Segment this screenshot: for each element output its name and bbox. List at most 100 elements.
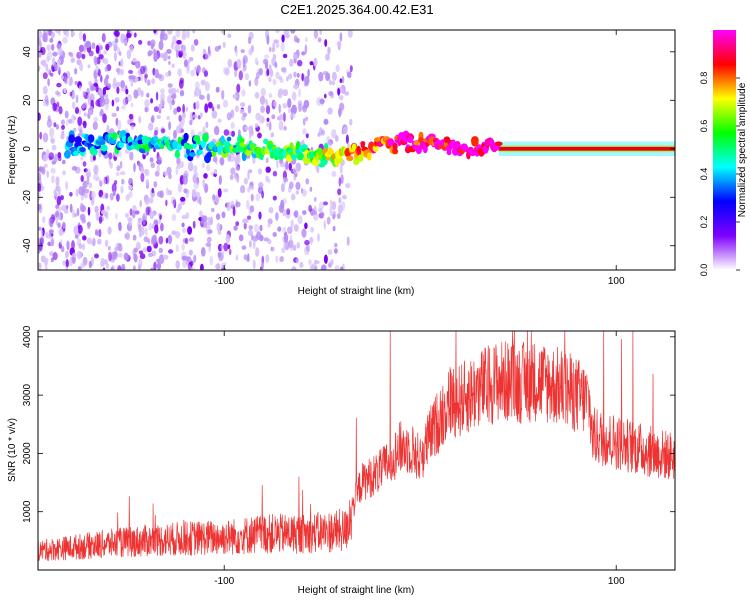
noise-speck [139,253,146,260]
noise-speck [342,194,347,200]
noise-speck [181,214,187,220]
noise-speck [104,239,109,247]
noise-speck [347,30,353,38]
noise-speck [145,178,149,187]
noise-speck [148,252,153,258]
noise-speck [81,53,86,60]
noise-speck [201,79,206,85]
noise-speck [193,102,197,110]
noise-speck [219,157,225,166]
noise-speck [199,112,203,118]
noise-speck [144,99,150,108]
noise-speck [275,30,280,34]
noise-speck [340,174,344,185]
noise-speck [54,153,58,163]
noise-speck [65,181,68,191]
noise-speck [151,238,157,245]
noise-speck [290,219,294,228]
noise-speck [90,85,97,91]
noise-speck [87,206,91,216]
ridge-blob [326,149,335,156]
noise-speck [211,106,215,112]
noise-speck [177,183,183,193]
noise-speck [343,126,348,135]
noise-speck [124,39,128,45]
noise-speck [76,208,80,217]
noise-speck [168,61,171,65]
noise-speck [105,263,110,269]
noise-speck [233,225,238,231]
noise-speck [47,78,50,87]
noise-speck [336,213,341,219]
noise-speck [313,30,318,39]
noise-speck [314,265,318,270]
noise-speck [69,203,73,213]
noise-speck [127,94,132,102]
noise-speck [289,234,293,244]
noise-speck [332,213,336,220]
noise-speck [147,40,152,46]
noise-speck [73,127,77,132]
noise-speck [308,259,312,266]
noise-speck [38,30,43,39]
noise-speck [42,154,48,162]
noise-speck [170,196,176,206]
noise-speck [226,201,232,212]
y-tick-label: -20 [22,190,33,205]
noise-speck [196,196,200,204]
noise-speck [296,72,300,78]
noise-speck [235,201,241,208]
noise-speck [113,43,119,51]
noise-speck [266,35,270,45]
noise-speck [116,106,120,112]
noise-speck [182,51,187,59]
noise-speck [125,213,129,218]
colorbar-tick-label: 0.0 [699,264,709,277]
noise-speck [179,77,185,84]
spectrogram-ridge [64,130,675,168]
noise-speck [121,105,126,110]
noise-speck [345,134,349,144]
noise-speck [56,82,62,88]
noise-speck [107,245,111,251]
noise-speck [43,163,48,168]
noise-speck [120,58,124,68]
noise-speck [313,57,318,67]
ridge-blob [372,145,379,152]
snr-y-axis-label: SNR (10 * v/v) [7,418,18,482]
noise-speck [325,53,330,61]
noise-speck [42,132,49,143]
noise-speck [148,197,154,204]
noise-speck [211,110,218,119]
noise-speck [283,30,289,37]
noise-speck [248,225,254,230]
noise-speck [114,51,117,62]
noise-speck [206,236,212,243]
noise-speck [266,117,270,123]
noise-speck [295,258,300,265]
noise-speck [83,43,87,53]
noise-speck [183,188,188,194]
ridge-blob [239,137,245,143]
noise-speck [38,167,44,172]
noise-speck [96,56,101,65]
noise-speck [293,167,299,175]
noise-speck [74,81,78,85]
ridge-blob [320,158,328,166]
noise-speck [175,244,179,252]
noise-speck [200,247,206,257]
ridge-blob [471,138,479,147]
noise-speck [168,121,172,131]
noise-speck [160,30,166,37]
noise-speck [98,229,102,238]
noise-speck [272,100,278,107]
noise-speck [38,50,42,58]
noise-speck [187,161,194,172]
ridge-blob [298,151,303,161]
noise-speck [192,114,198,119]
noise-speck [278,75,283,81]
noise-speck [264,54,270,59]
spectrogram-panel: -100 100 40 20 0 -20 -40 Height of straight l… [7,29,676,297]
x-tick-label: -100 [214,576,234,587]
noise-speck [45,231,49,238]
